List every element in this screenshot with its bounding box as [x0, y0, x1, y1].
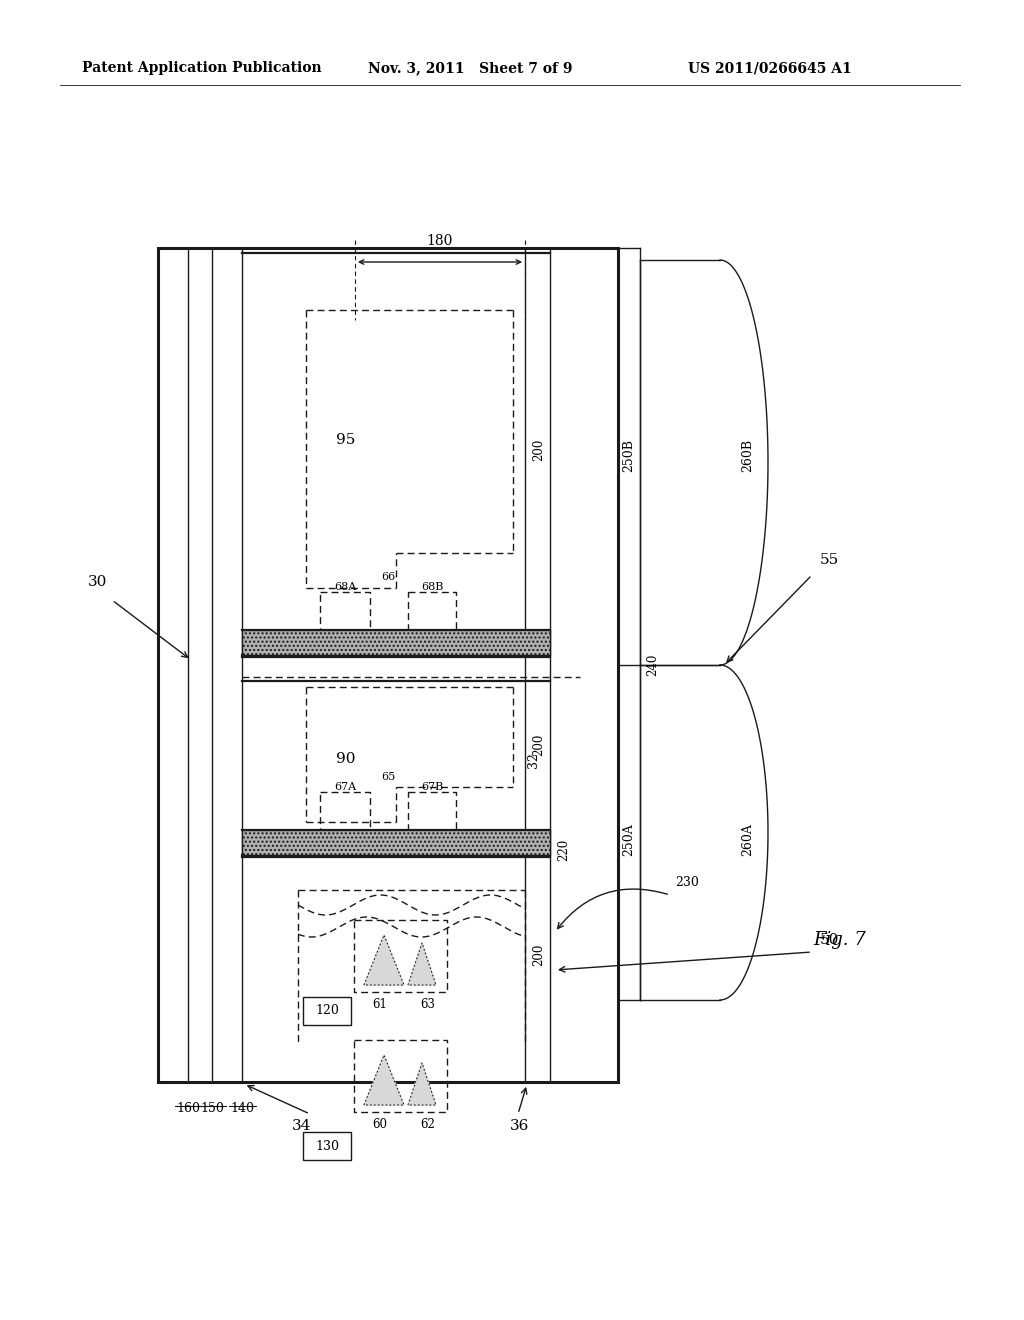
- Text: 120: 120: [315, 1005, 339, 1018]
- Bar: [158, 248, 618, 1082]
- Text: 250A: 250A: [623, 824, 636, 857]
- Text: 63: 63: [421, 998, 435, 1011]
- Bar: [242, 630, 550, 655]
- Text: 50: 50: [820, 933, 840, 946]
- Text: 160: 160: [176, 1102, 200, 1115]
- Text: 130: 130: [315, 1139, 339, 1152]
- Text: 260B: 260B: [741, 438, 755, 471]
- Bar: [242, 830, 550, 855]
- Text: 68A: 68A: [334, 582, 356, 591]
- Text: 150: 150: [200, 1102, 224, 1115]
- Text: 90: 90: [336, 752, 355, 766]
- Text: 67A: 67A: [334, 781, 356, 792]
- Polygon shape: [364, 1055, 404, 1105]
- Text: 55: 55: [820, 553, 840, 568]
- Bar: [303, 1133, 351, 1160]
- Text: 30: 30: [88, 576, 108, 589]
- Text: 230: 230: [675, 875, 698, 888]
- Text: 220: 220: [557, 840, 570, 861]
- Text: 200: 200: [532, 438, 546, 461]
- Text: 250B: 250B: [623, 438, 636, 471]
- Text: Nov. 3, 2011   Sheet 7 of 9: Nov. 3, 2011 Sheet 7 of 9: [368, 61, 572, 75]
- Text: 62: 62: [421, 1118, 435, 1130]
- Text: 180: 180: [427, 234, 454, 248]
- Text: 95: 95: [336, 433, 355, 447]
- Polygon shape: [408, 942, 436, 985]
- Bar: [303, 997, 351, 1026]
- Text: 68B: 68B: [421, 582, 443, 591]
- Text: 67B: 67B: [421, 781, 443, 792]
- Polygon shape: [364, 935, 404, 985]
- Polygon shape: [408, 1063, 436, 1105]
- Text: 200: 200: [532, 734, 546, 756]
- Text: 32: 32: [527, 752, 540, 768]
- Text: 260A: 260A: [741, 824, 755, 857]
- Text: 65: 65: [381, 772, 395, 781]
- Text: 200: 200: [532, 944, 546, 966]
- Text: 34: 34: [292, 1119, 311, 1133]
- Text: Fig. 7: Fig. 7: [814, 931, 866, 949]
- Text: Patent Application Publication: Patent Application Publication: [82, 61, 322, 75]
- Text: 66: 66: [381, 572, 395, 582]
- Text: 61: 61: [373, 998, 387, 1011]
- Text: US 2011/0266645 A1: US 2011/0266645 A1: [688, 61, 852, 75]
- Text: 240: 240: [646, 653, 659, 676]
- Text: 36: 36: [510, 1119, 529, 1133]
- Text: 140: 140: [230, 1102, 254, 1115]
- Text: 60: 60: [373, 1118, 387, 1130]
